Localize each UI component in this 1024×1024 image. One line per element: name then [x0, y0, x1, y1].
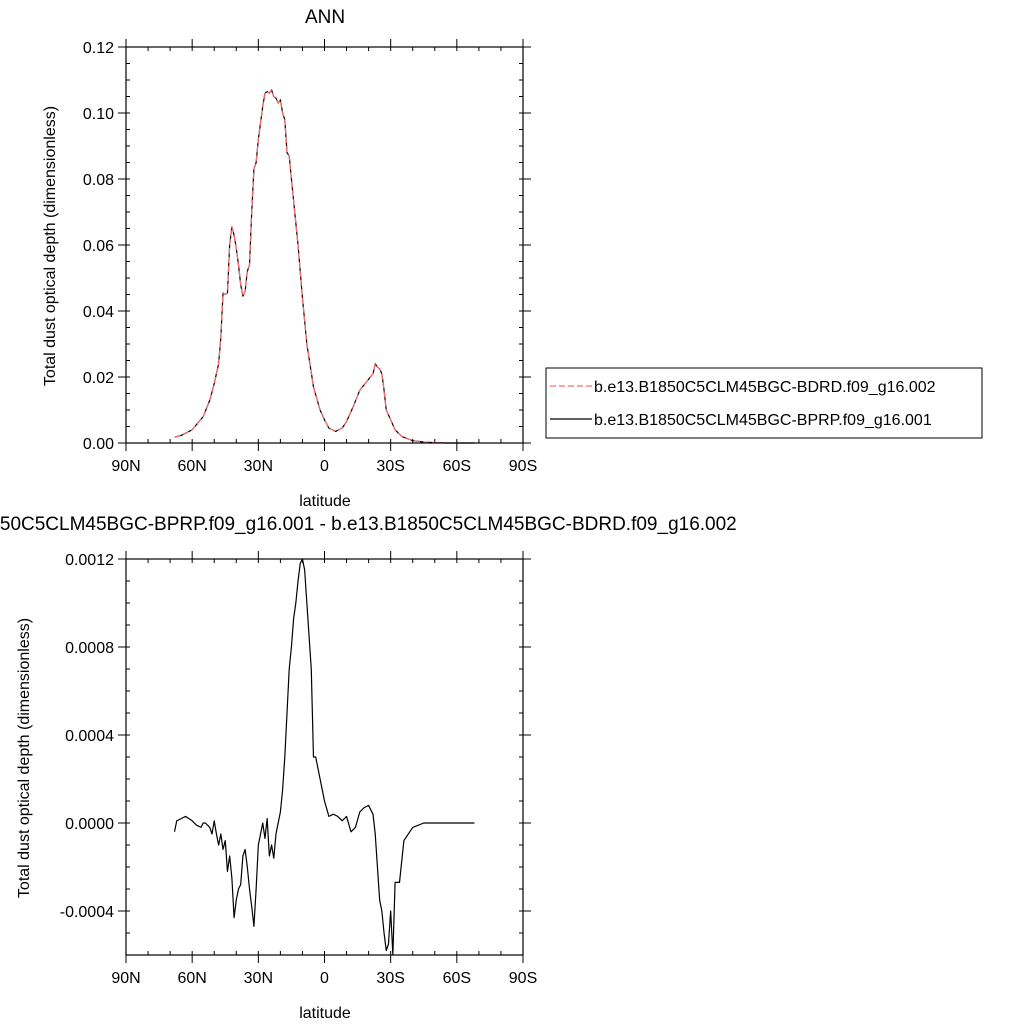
top-x-tick-label: 30N	[244, 458, 273, 475]
top-chart-title: ANN	[305, 7, 345, 28]
top-x-tick-label: 90S	[509, 458, 537, 475]
top-chart: ANN 90N 60N 30N 0 30S 60S 90S 0.00 0.02 0.04 0.06 0…	[42, 7, 983, 510]
top-plot-frame	[125, 46, 524, 444]
top-series-line-1	[174, 89, 475, 444]
top-y-tick-label: 0.08	[83, 172, 114, 189]
top-y-tick-label: 0.02	[83, 370, 114, 387]
bottom-chart-title: b.e13.B1850C5CLM45BGC-BPRP.f09_g16.001 -…	[0, 514, 737, 535]
bottom-y-tick-label: 0.0008	[65, 640, 114, 657]
bottom-x-tick-label: 60N	[177, 970, 206, 987]
top-x-tick-label: 60N	[177, 458, 206, 475]
bottom-x-tick-label: 90N	[111, 970, 140, 987]
top-x-tick-label: 90N	[111, 458, 140, 475]
bottom-y-tick-label: -0.0004	[60, 904, 114, 921]
bottom-plot-area: 90N 60N 30N 0 30S 60S 90S -0.0004 0.0000 0.0004 0.…	[60, 551, 537, 987]
legend: b.e13.B1850C5CLM45BGC-BDRD.f09_g16.002 b…	[545, 367, 983, 439]
top-y-tick-label: 0.10	[83, 106, 114, 123]
top-x-tick-label: 60S	[443, 458, 471, 475]
top-y-tick-label: 0.00	[83, 436, 114, 453]
top-plot-area: 90N 60N 30N 0 30S 60S 90S 0.00 0.02 0.04 0.06 0.08 0…	[83, 39, 537, 475]
top-y-tick-label: 0.06	[83, 238, 114, 255]
bottom-chart-ylabel: Total dust optical depth (dimensionless)	[16, 618, 33, 898]
bottom-x-tick-label: 30N	[244, 970, 273, 987]
bottom-y-tick-label: 0.0012	[65, 552, 114, 569]
bottom-x-tick-label: 0	[320, 970, 329, 987]
bottom-series-line-1	[173, 558, 475, 956]
bottom-chart: b.e13.B1850C5CLM45BGC-BPRP.f09_g16.001 -…	[0, 514, 737, 1022]
bottom-x-tick-label: 60S	[443, 970, 471, 987]
top-x-tick-label: 0	[320, 458, 329, 475]
legend-box	[545, 367, 983, 439]
top-chart-ylabel: Total dust optical depth (dimensionless)	[42, 106, 59, 386]
bottom-chart-xlabel: latitude	[299, 1005, 351, 1022]
top-x-tick-label: 30S	[376, 458, 404, 475]
top-y-tick-label: 0.12	[83, 40, 114, 57]
legend-label-series-2: b.e13.B1850C5CLM45BGC-BPRP.f09_g16.001	[594, 412, 932, 429]
bottom-x-tick-label: 30S	[376, 970, 404, 987]
bottom-x-tick-label: 90S	[509, 970, 537, 987]
bottom-y-tick-label: 0.0000	[65, 816, 114, 833]
bottom-plot-frame	[125, 558, 524, 956]
bottom-y-tick-label: 0.0004	[65, 728, 114, 745]
top-series-line-2	[174, 89, 475, 444]
legend-label-series-1: b.e13.B1850C5CLM45BGC-BDRD.f09_g16.002	[594, 379, 936, 396]
top-chart-xlabel: latitude	[299, 493, 351, 510]
top-y-tick-label: 0.04	[83, 304, 114, 321]
